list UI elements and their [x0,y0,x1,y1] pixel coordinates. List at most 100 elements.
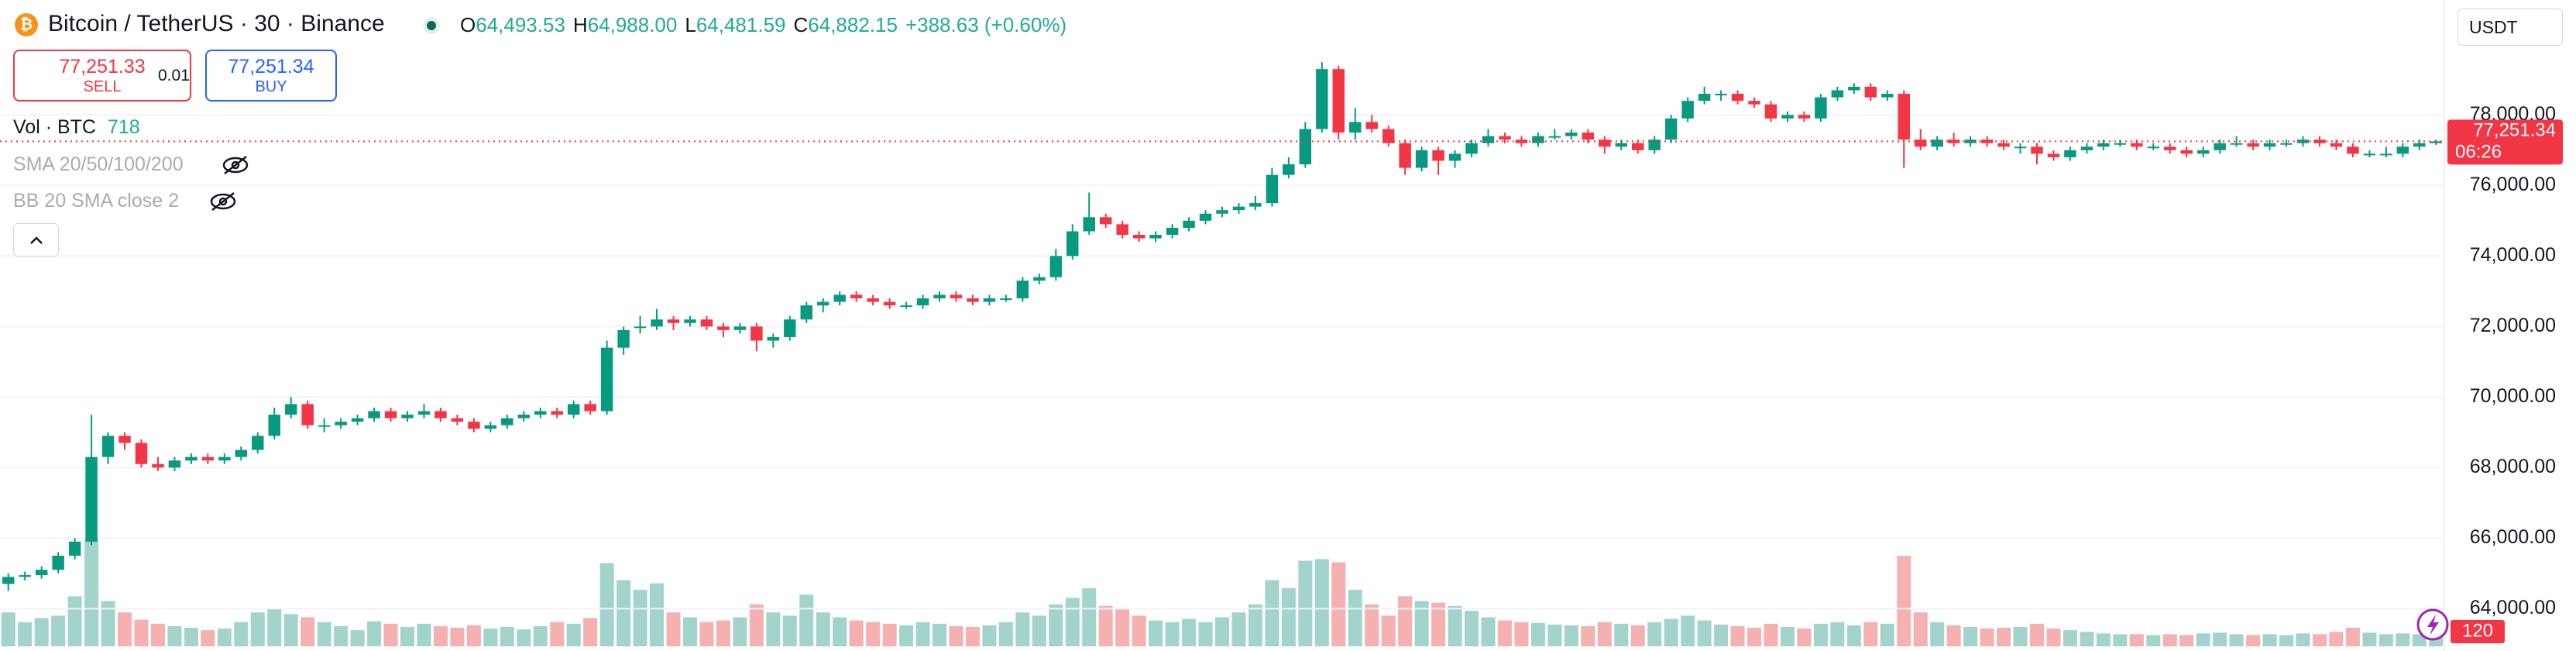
volume-bar [2113,634,2128,646]
candle-body [101,436,115,457]
volume-bar [1214,617,1230,646]
ohlc-item: L64,481.59 [685,13,785,37]
volume-bar [866,622,881,646]
volume-bar [1797,629,1812,646]
volume-bar [1664,618,1678,646]
candle-body [1599,140,1611,147]
candle-body [2014,146,2027,149]
candle-body [1049,256,1063,277]
volume-bar [2329,632,2344,646]
candle-body [185,456,197,461]
volume-bar [682,617,697,646]
volume-bar [716,620,730,646]
currency-select[interactable]: USDT [2458,9,2563,46]
candle-body [1898,94,1910,140]
candle-body [218,456,231,461]
ohlc-value: 64,493.53 [476,13,565,36]
sell-label: SELL [83,78,122,95]
volume-last-box [2451,620,2505,643]
volume-bar [1714,624,1729,646]
candle-body [451,418,464,422]
ohlc-item: H64,988.00 [573,13,677,37]
candle-body [2031,146,2043,154]
volume-bar [1331,562,1346,646]
y-tick-label: 76,000.00 [2470,174,2556,195]
volume-bar [965,626,980,646]
candle-body [567,404,580,415]
candle-body [1548,136,1561,138]
candle-body [1864,86,1877,98]
candle-body [2064,150,2076,157]
volume-indicator[interactable]: Vol · BTC 718 [13,116,140,139]
candle-body [2080,146,2093,150]
volume-bar [383,623,398,646]
candle-body [1432,150,1444,161]
volume-bar [301,617,315,646]
volume-bar [1448,605,1462,646]
volume-bar [2396,633,2410,646]
buy-button[interactable]: 77,251.34 BUY [205,50,337,102]
volume-bar [400,626,415,646]
volume-bar [1564,625,1578,646]
volume-bar [2162,634,2177,646]
volume-bar [1365,604,1379,646]
candle-body [1947,140,1960,143]
candle-body [1532,136,1544,143]
change: +388.63 (+0.60%) [905,13,1067,36]
volume-bar [2196,633,2210,646]
bb-hidden-icon[interactable] [208,190,239,213]
y-tick-label: 70,000.00 [2470,385,2556,407]
sma-hidden-icon[interactable] [220,153,251,177]
volume-bar [1780,626,1795,646]
volume-bar [1398,596,1413,646]
volume-bar [766,612,781,646]
volume-bar [833,617,847,646]
candle-body [1632,143,1644,150]
volume-bar [1997,628,2011,646]
volume-bar [949,625,963,646]
candle-body [19,575,31,577]
candle-body [1664,118,1678,140]
candle-body [900,305,912,308]
last-price-label: 77,251.34 [2473,120,2556,141]
candle-body [52,556,64,570]
volume-bar [2146,635,2161,646]
sma-label: SMA 20/50/100/200 [13,153,184,175]
candle-body [1349,122,1362,133]
candle-body [201,456,215,461]
volume-bar [1231,612,1246,646]
sell-button[interactable]: 77,251.33 SELL [13,50,191,102]
candle-body [1980,140,1994,143]
volume-bar [550,622,565,646]
volume-bar [18,622,33,646]
candle-body [168,460,181,468]
volume-bar [1431,602,1446,646]
volume-bar [201,630,215,646]
sma-indicator[interactable]: SMA 20/50/100/200 [13,153,184,176]
volume-bar [1182,618,1197,646]
candle-body [667,319,680,323]
volume-bar [433,625,448,646]
volume-bar [84,539,99,646]
bb-indicator[interactable]: BB 20 SMA close 2 [13,190,179,212]
candle-body [1881,94,1894,98]
candle-body [284,404,297,415]
candle-body [1831,90,1844,98]
candle-body [2296,140,2310,143]
candle-body [551,411,563,415]
buy-price: 77,251.34 [228,55,314,78]
volume-bar [2029,623,2045,646]
volume-bar [1597,622,1612,646]
candle-body [417,411,431,415]
y-tick-label: 74,000.00 [2470,244,2556,266]
candle-body [1149,235,1162,239]
buy-label: BUY [255,78,287,95]
collapse-button[interactable] [13,223,59,257]
candle-body [2313,140,2326,143]
volume-bar [2129,634,2144,646]
volume-bar [1032,615,1046,646]
candle-body [384,411,397,418]
volume-bar [599,563,614,646]
candle-layer [0,62,2444,591]
